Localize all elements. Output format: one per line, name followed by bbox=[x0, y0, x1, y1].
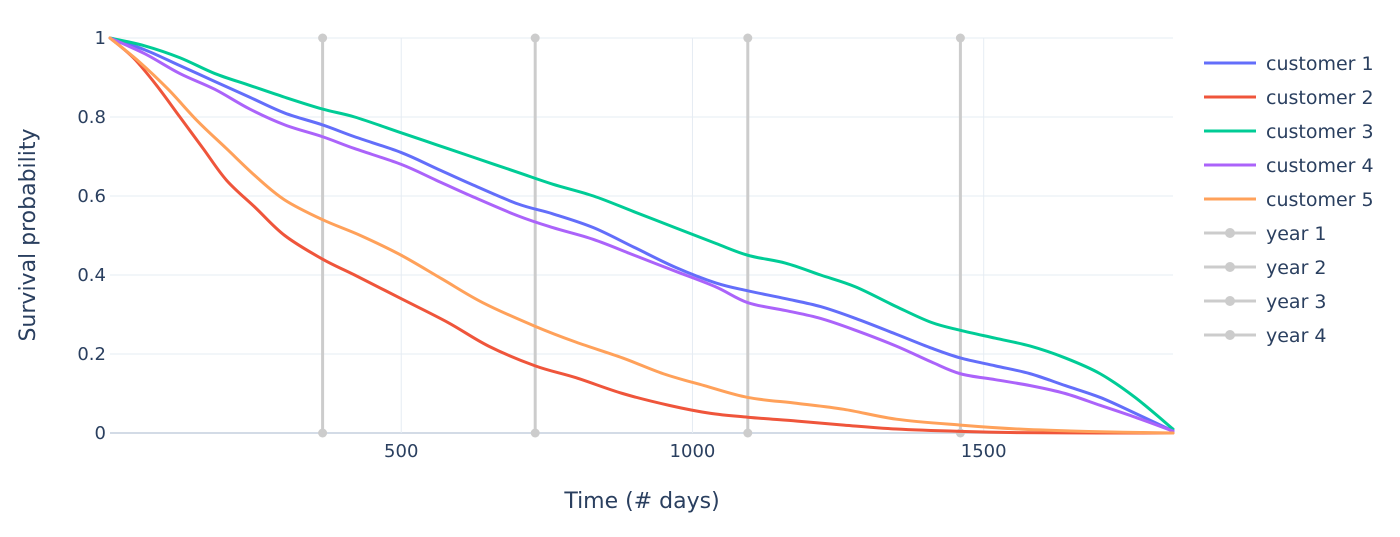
legend-label: customer 1 bbox=[1266, 53, 1374, 75]
legend-label: customer 2 bbox=[1266, 87, 1374, 109]
series-year-1-marker[interactable] bbox=[318, 428, 328, 438]
series-customer-3-line[interactable] bbox=[108, 36, 1175, 431]
legend-item-customer-1[interactable]: customer 1 bbox=[1204, 53, 1374, 75]
legend-item-year-2[interactable]: year 2 bbox=[1204, 257, 1327, 279]
series-customer-5-line[interactable] bbox=[108, 36, 1175, 435]
legend-marker bbox=[1225, 330, 1235, 340]
legend-label: customer 4 bbox=[1266, 155, 1374, 177]
grid-layer bbox=[110, 37, 1173, 434]
legend-item-customer-5[interactable]: customer 5 bbox=[1204, 189, 1374, 211]
legend-label: year 2 bbox=[1266, 257, 1327, 279]
y-tick-label: 0.6 bbox=[77, 186, 106, 207]
legend-marker bbox=[1225, 228, 1235, 238]
legend-label: year 4 bbox=[1266, 325, 1327, 347]
series-year-4-marker[interactable] bbox=[955, 33, 965, 43]
plot-lines bbox=[108, 33, 1175, 438]
series-year-1-marker[interactable] bbox=[318, 33, 328, 43]
y-tick-label: 0 bbox=[95, 423, 106, 444]
y-tick-label: 0.8 bbox=[77, 107, 106, 128]
legend-label: year 3 bbox=[1266, 291, 1327, 313]
series-customer-1-line[interactable] bbox=[108, 36, 1175, 433]
x-axis-title: Time (# days) bbox=[563, 489, 719, 514]
legend-item-year-1[interactable]: year 1 bbox=[1204, 223, 1327, 245]
y-tick-label: 0.4 bbox=[77, 265, 106, 286]
x-tick-label: 1000 bbox=[670, 441, 716, 462]
series-year-3-marker[interactable] bbox=[743, 33, 753, 43]
legend-item-year-4[interactable]: year 4 bbox=[1204, 325, 1327, 347]
legend-label: customer 3 bbox=[1266, 121, 1374, 143]
legend-item-customer-3[interactable]: customer 3 bbox=[1204, 121, 1374, 143]
series-customer-4-line[interactable] bbox=[108, 36, 1175, 433]
series-year-2-marker[interactable] bbox=[530, 428, 540, 438]
legend-label: year 1 bbox=[1266, 223, 1327, 245]
y-axis-title: Survival probability bbox=[16, 128, 41, 341]
series-year-3-marker[interactable] bbox=[743, 428, 753, 438]
series-customer-2-line[interactable] bbox=[108, 36, 1175, 435]
legend-item-customer-4[interactable]: customer 4 bbox=[1204, 155, 1374, 177]
legend-label: customer 5 bbox=[1266, 189, 1374, 211]
legend-item-customer-2[interactable]: customer 2 bbox=[1204, 87, 1374, 109]
y-tick-label: 0.2 bbox=[77, 344, 106, 365]
x-tick-label: 500 bbox=[384, 441, 418, 462]
legend-item-year-3[interactable]: year 3 bbox=[1204, 291, 1327, 313]
legend-marker bbox=[1225, 262, 1235, 272]
y-tick-label: 1 bbox=[95, 28, 106, 49]
x-tick-label: 1500 bbox=[961, 441, 1007, 462]
legend-marker bbox=[1225, 296, 1235, 306]
legend[interactable]: customer 1 customer 2 customer 3 customer 4… bbox=[1204, 53, 1374, 347]
series-year-2-marker[interactable] bbox=[530, 33, 540, 43]
